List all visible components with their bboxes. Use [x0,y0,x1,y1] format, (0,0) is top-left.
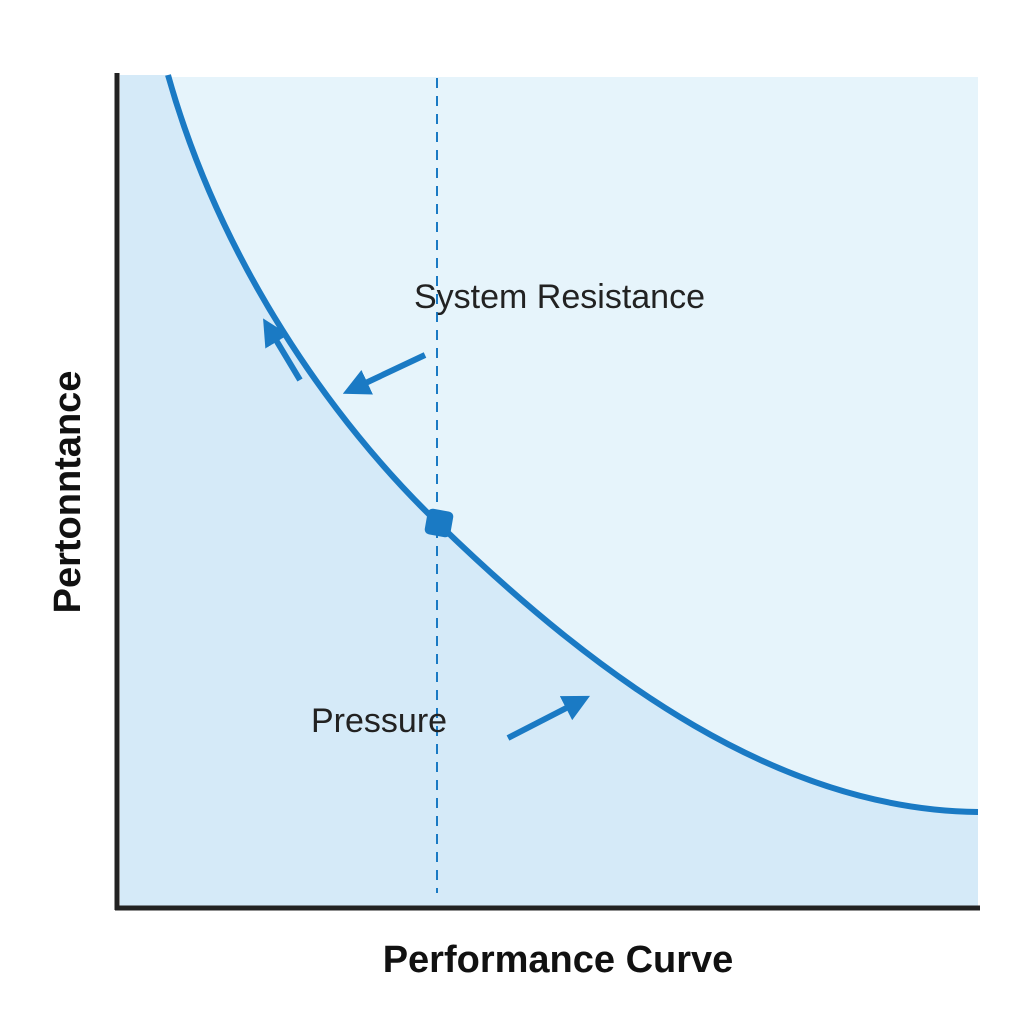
arrow [342,352,427,395]
operating-point [424,508,454,538]
y-axis-label: Pertonntance [47,371,89,614]
arrow [263,318,303,382]
area-under-curve [120,75,978,907]
annotation: System Resistance [414,278,705,316]
x-axis-label: Performance Curve [383,939,734,981]
arrow [506,695,591,741]
annotation: Pressure [311,702,447,740]
